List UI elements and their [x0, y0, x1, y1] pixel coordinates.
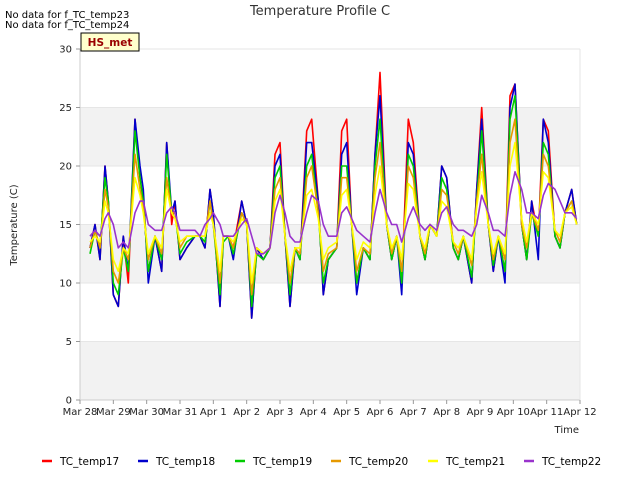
series-line-tc-temp21: [89, 141, 578, 284]
legend-item-tc-temp18: TC_temp18: [138, 456, 215, 468]
y-tick-label: 20: [59, 162, 72, 173]
legend-label: TC_temp20: [348, 456, 408, 468]
legend-item-tc-temp21: TC_temp21: [428, 456, 505, 468]
legend-item-tc-temp17: TC_temp17: [42, 456, 119, 468]
x-tick-label: Mar 28: [63, 407, 98, 418]
x-axis-label: Time: [554, 425, 579, 436]
hs-met-label: HS_met: [80, 32, 140, 52]
x-tick-label: Apr 2: [233, 407, 260, 418]
y-axis-label: Temperature (C): [9, 184, 20, 266]
y-tick-label: 5: [66, 337, 72, 348]
legend-item-tc-temp22: TC_temp22: [524, 456, 601, 468]
x-tick-label: Apr 12: [563, 407, 596, 418]
no-data-message-2: No data for f_TC_temp24: [5, 20, 129, 31]
grid-band: [80, 341, 580, 400]
x-tick-label: Apr 11: [530, 407, 563, 418]
series-line-tc-temp22: [89, 171, 578, 255]
no-data-message-1: No data for f_TC_temp23: [5, 10, 129, 21]
legend-label: TC_temp21: [445, 456, 505, 468]
series-line-tc-temp19: [89, 95, 578, 308]
y-tick-label: 0: [66, 396, 72, 407]
y-tick-label: 25: [59, 103, 72, 114]
legend-item-tc-temp20: TC_temp20: [331, 456, 408, 468]
x-tick-label: Apr 5: [333, 407, 360, 418]
grid-band: [80, 107, 580, 166]
x-tick-label: Apr 10: [497, 407, 530, 418]
y-tick-label: 30: [59, 45, 72, 56]
legend-item-tc-temp19: TC_temp19: [235, 456, 312, 468]
hs-met-text: HS_met: [88, 37, 133, 49]
x-tick-label: Mar 29: [96, 407, 131, 418]
legend-label: TC_temp18: [155, 456, 215, 468]
x-tick-label: Apr 8: [433, 407, 460, 418]
x-tick-label: Mar 30: [129, 407, 164, 418]
legend-label: TC_temp17: [59, 456, 119, 468]
chart-title: Temperature Profile C: [249, 4, 390, 19]
x-tick-label: Apr 6: [367, 407, 394, 418]
legend-label: TC_temp19: [252, 456, 312, 468]
x-tick-label: Mar 31: [163, 407, 198, 418]
x-tick-label: Apr 9: [467, 407, 494, 418]
x-tick-label: Apr 1: [200, 407, 227, 418]
y-tick-label: 10: [59, 279, 72, 290]
hs-met-box: [80, 32, 140, 52]
legend: TC_temp17 TC_temp18 TC_temp19 TC_temp20 TC_t…: [42, 456, 601, 468]
x-tick-label: Apr 4: [300, 407, 327, 418]
y-tick-label: 15: [59, 220, 72, 231]
x-tick-label: Apr 7: [400, 407, 427, 418]
x-tick-label: Apr 3: [267, 407, 294, 418]
legend-label: TC_temp22: [541, 456, 601, 468]
series-lines: [89, 71, 578, 319]
